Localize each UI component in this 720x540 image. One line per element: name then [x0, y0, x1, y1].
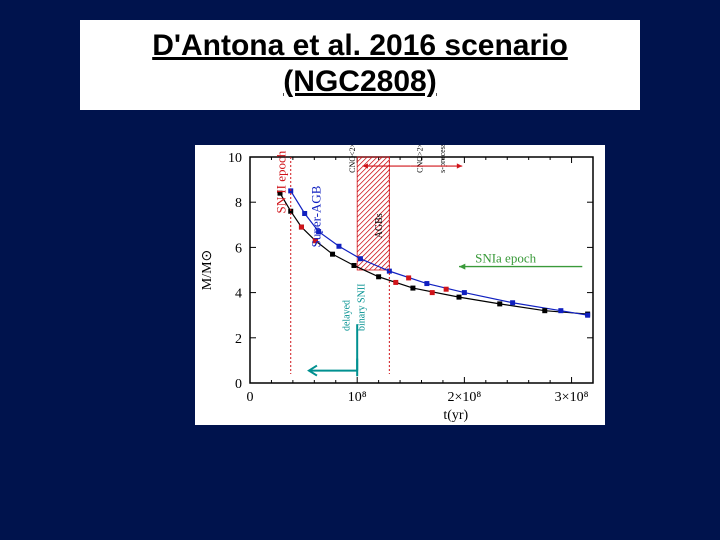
- svg-text:10⁸: 10⁸: [348, 390, 367, 405]
- svg-text:CNO>2×[CNO_1]: CNO>2×[CNO_1]: [416, 145, 425, 173]
- svg-text:binary SNII: binary SNII: [357, 284, 368, 332]
- svg-text:2: 2: [235, 332, 242, 347]
- svg-text:AGBs: AGBs: [374, 213, 385, 238]
- title-box: D'Antona et al. 2016 scenario (NGC2808): [80, 20, 640, 110]
- slide-title: D'Antona et al. 2016 scenario (NGC2808): [96, 28, 624, 100]
- svg-text:M/M⊙: M/M⊙: [200, 250, 215, 291]
- svg-text:Super-AGB: Super-AGB: [309, 185, 324, 247]
- svg-text:3×10⁸: 3×10⁸: [555, 390, 589, 405]
- svg-text:t(yr): t(yr): [443, 408, 468, 423]
- svg-text:s-process in: s-process in: [438, 145, 447, 173]
- svg-text:4: 4: [235, 287, 242, 302]
- svg-text:SN II epoch: SN II epoch: [273, 150, 288, 213]
- chart-svg: 0 2 4 6 8 10 0 10⁸ 2×10⁸ 3×10⁸ t(yr) M/M⊙ SN II epoc…: [195, 145, 605, 425]
- svg-text:delayed: delayed: [342, 300, 353, 331]
- svg-text:SNIa epoch: SNIa epoch: [475, 251, 537, 266]
- svg-text:CNO<2×[CNO_1]: CNO<2×[CNO_1]: [348, 145, 357, 173]
- svg-text:6: 6: [235, 241, 242, 256]
- svg-text:10: 10: [228, 151, 242, 166]
- svg-text:8: 8: [235, 196, 242, 211]
- slide-root: D'Antona et al. 2016 scenario (NGC2808) …: [0, 0, 720, 540]
- svg-text:0: 0: [235, 377, 242, 392]
- svg-text:0: 0: [247, 390, 254, 405]
- svg-text:2×10⁸: 2×10⁸: [447, 390, 481, 405]
- chart-container: 0 2 4 6 8 10 0 10⁸ 2×10⁸ 3×10⁸ t(yr) M/M⊙ SN II epoc…: [195, 145, 605, 425]
